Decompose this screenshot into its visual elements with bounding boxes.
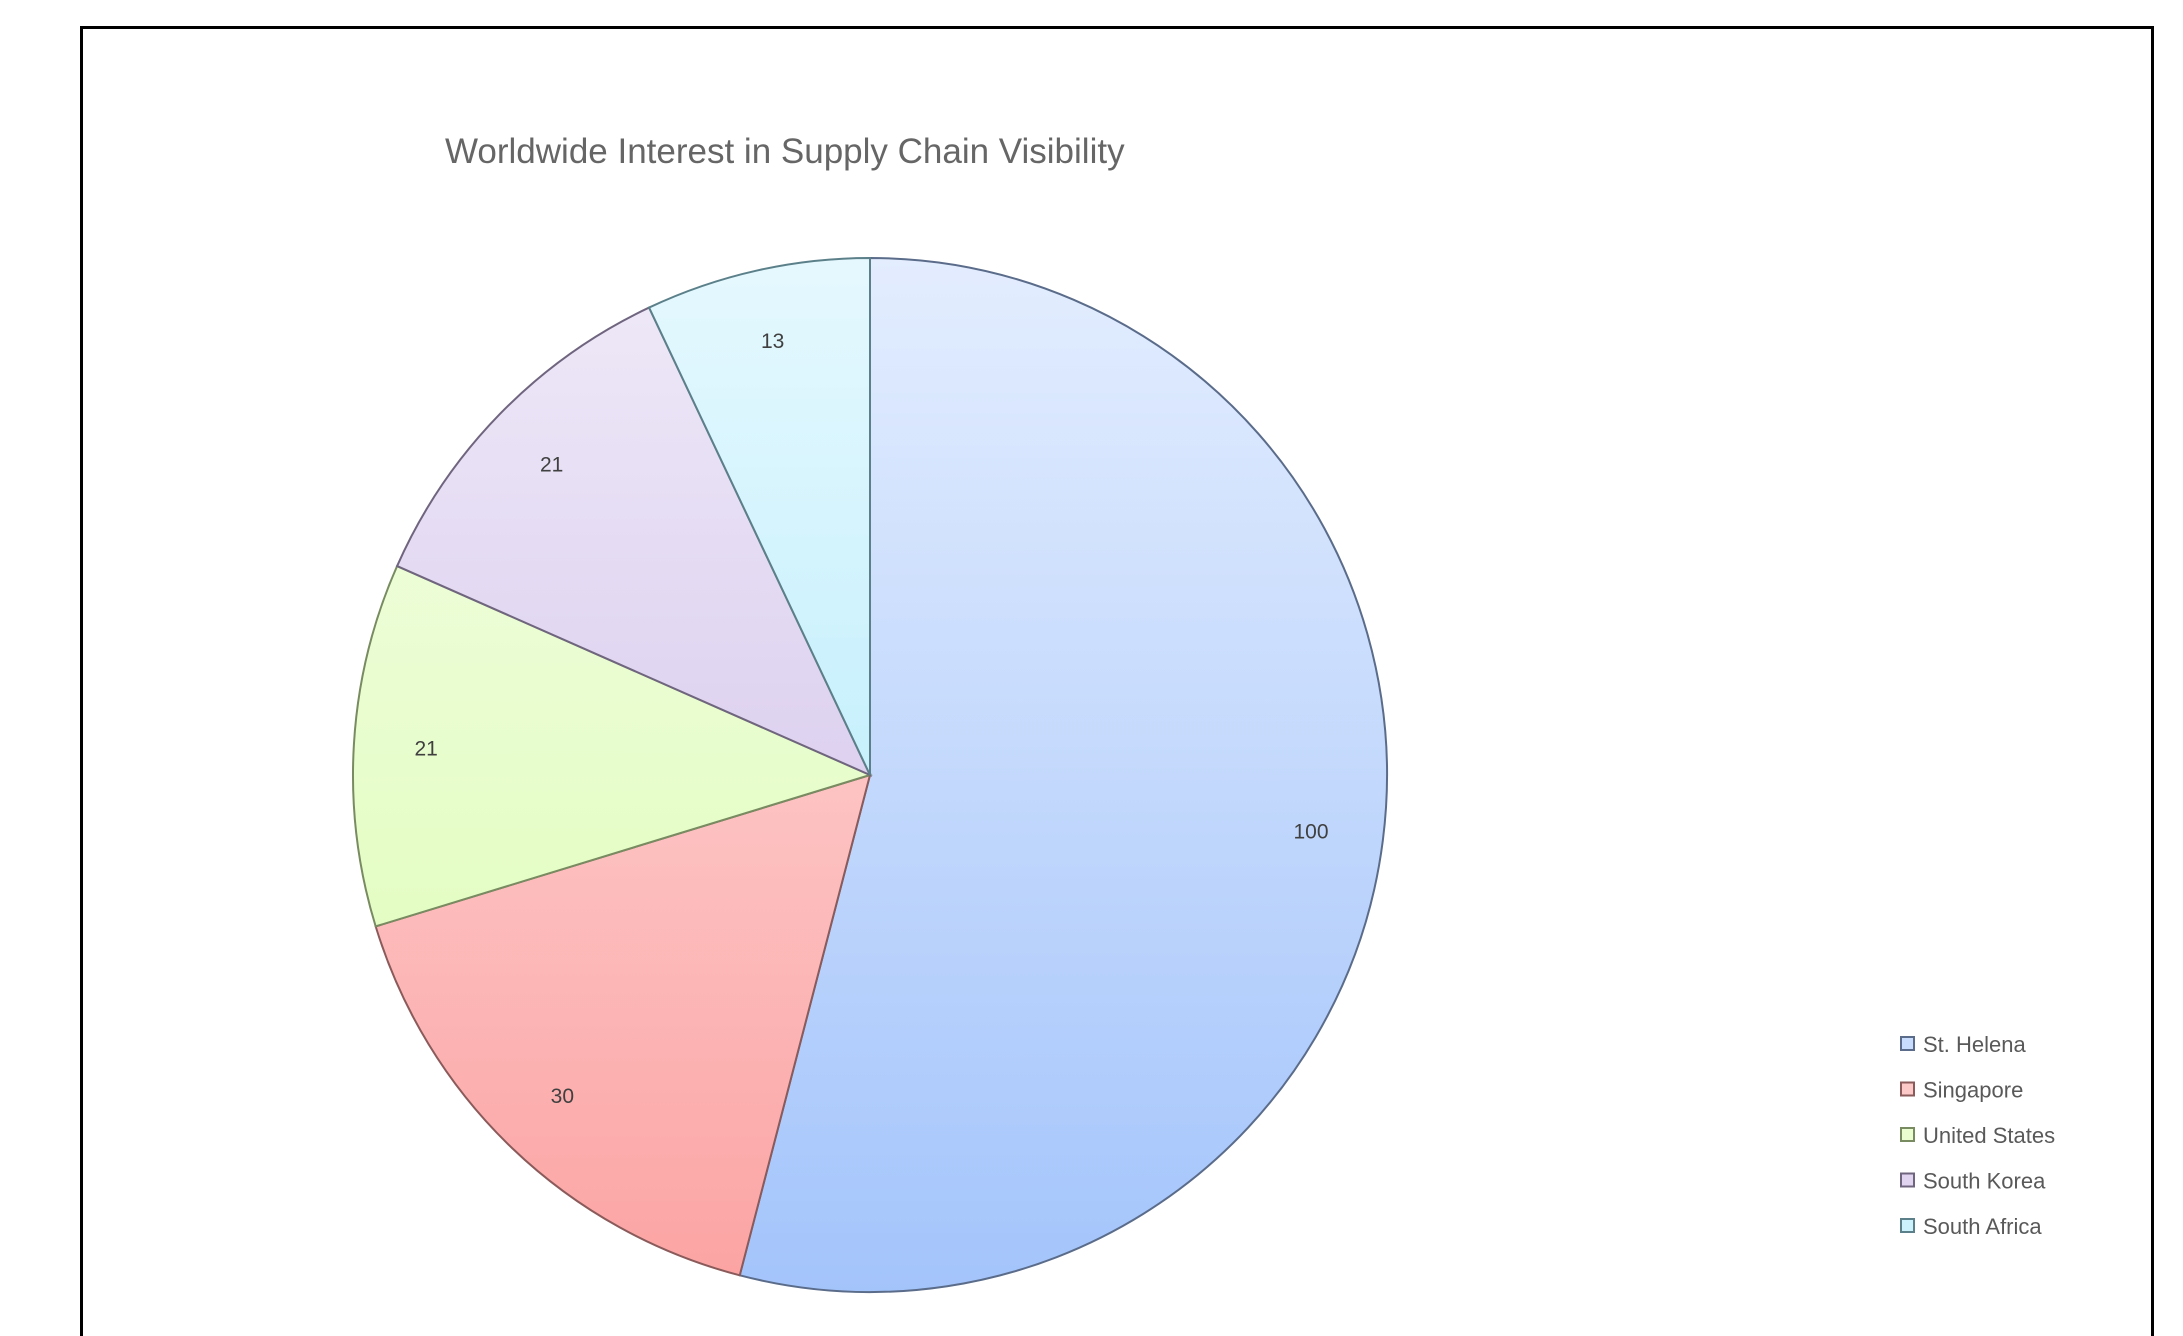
- legend-label-united-states: United States: [1923, 1123, 2055, 1148]
- data-label-united-states: 21: [414, 738, 437, 761]
- data-label-singapore: 30: [551, 1085, 574, 1108]
- legend-swatch-south-korea: [1901, 1174, 1914, 1187]
- pie-slices: [353, 258, 1387, 1292]
- legend-label-south-africa: South Africa: [1923, 1214, 2042, 1239]
- legend-swatch-st-helena: [1901, 1037, 1914, 1050]
- legend: St. Helena Singapore United States South Ko…: [1901, 1032, 2055, 1239]
- legend-label-south-korea: South Korea: [1923, 1169, 2046, 1194]
- data-label-south-africa: 13: [761, 330, 784, 353]
- legend-swatch-united-states: [1901, 1128, 1914, 1141]
- legend-label-st-helena: St. Helena: [1923, 1032, 2026, 1057]
- legend-swatch-south-africa: [1901, 1219, 1914, 1232]
- data-label-south-korea: 21: [540, 454, 563, 477]
- legend-swatch-singapore: [1901, 1083, 1914, 1096]
- chart-title: Worldwide Interest in Supply Chain Visib…: [445, 132, 1125, 171]
- legend-label-singapore: Singapore: [1923, 1078, 2023, 1103]
- data-label-st-helena: 100: [1293, 820, 1328, 843]
